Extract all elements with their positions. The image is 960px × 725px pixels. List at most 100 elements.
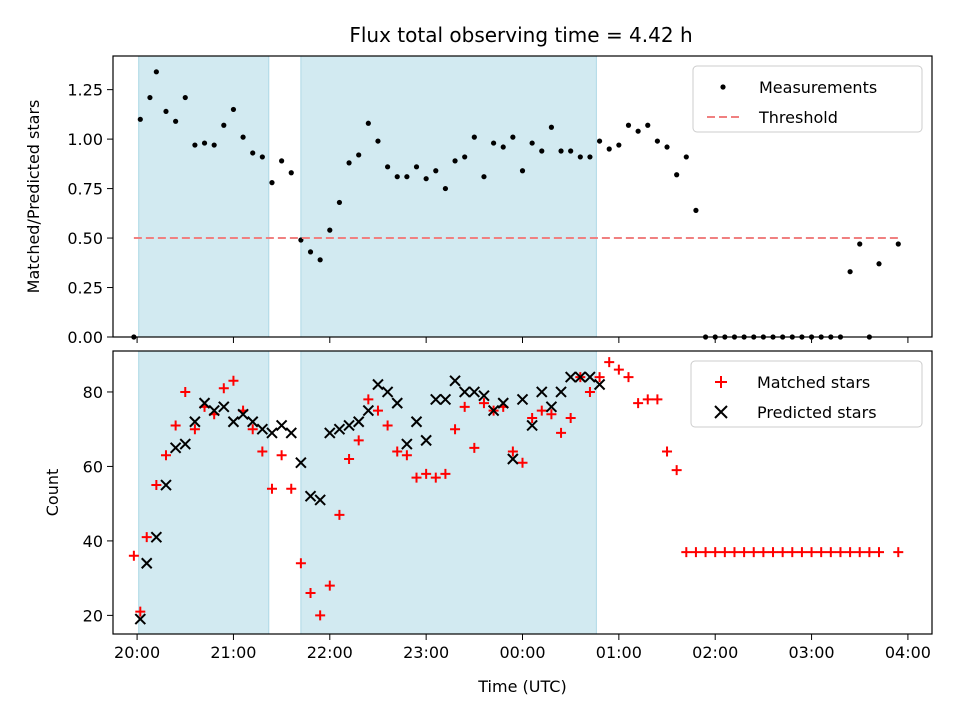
- predicted-point: [507, 453, 519, 465]
- predicted-point: [256, 423, 269, 435]
- matched-point: [893, 547, 904, 558]
- legend: Matched stars Predicted stars: [690, 360, 923, 428]
- measurement-point: [442, 185, 449, 192]
- x-tick-label: 02:00: [692, 643, 738, 662]
- x-tick-label: 01:00: [596, 643, 642, 662]
- legend-marker: [714, 405, 728, 419]
- measurement-point: [847, 269, 853, 275]
- legend-box: [692, 65, 923, 133]
- matched-point: [748, 547, 759, 558]
- matched-point: [758, 547, 769, 558]
- predicted-point: [160, 479, 172, 491]
- predicted-point: [439, 393, 452, 406]
- y-axis-label: Count: [43, 469, 62, 517]
- matched-point: [719, 547, 730, 558]
- predicted-point: [584, 371, 596, 383]
- measurement-point: [385, 164, 391, 170]
- matched-point: [469, 442, 480, 453]
- predicted-point: [208, 404, 220, 417]
- x-tick-label: 23:00: [403, 643, 449, 662]
- matched-point: [806, 547, 817, 558]
- predicted-point: [275, 419, 288, 432]
- predicted-point: [227, 416, 240, 428]
- measurement-point: [307, 249, 314, 255]
- y-tick-label: 0.50: [67, 229, 103, 248]
- predicted-point: [458, 386, 471, 398]
- measurement-point: [375, 138, 381, 144]
- matched-point: [517, 457, 528, 468]
- series-predicted-stars: [134, 371, 606, 625]
- measurement-point: [250, 150, 256, 156]
- y-tick-label: 1.00: [67, 130, 103, 149]
- matched-point: [459, 401, 470, 412]
- matched-point: [700, 547, 711, 558]
- matched-point: [401, 450, 412, 461]
- measurement-point: [577, 154, 583, 160]
- matched-point: [315, 610, 326, 621]
- predicted-point: [218, 401, 230, 413]
- y-tick-label: 1.25: [67, 81, 103, 100]
- predicted-point: [478, 389, 490, 402]
- measurement-point: [279, 158, 285, 164]
- chart-title: Flux total observing time = 4.42 h: [349, 23, 692, 47]
- measurement-point: [259, 154, 265, 160]
- predicted-point: [237, 408, 249, 421]
- matched-point: [170, 420, 181, 431]
- matched-point: [729, 547, 740, 558]
- matched-point: [546, 409, 557, 420]
- legend-marker: [720, 84, 726, 90]
- x-tick-label: 03:00: [789, 643, 835, 662]
- measurement-point: [433, 168, 439, 174]
- measurement-point: [153, 69, 159, 75]
- matched-point: [527, 413, 538, 424]
- matched-point: [266, 483, 277, 494]
- measurement-point: [462, 154, 468, 160]
- observing-interval-1: [138, 350, 270, 635]
- matched-point: [151, 480, 162, 491]
- legend: Measurements Threshold: [692, 65, 923, 133]
- matched-point: [854, 547, 865, 558]
- measurement-point: [895, 241, 901, 247]
- y-tick-label: 0.25: [67, 279, 103, 298]
- matched-point: [777, 547, 788, 558]
- measurement-point: [288, 170, 294, 176]
- observing-interval-1: [138, 55, 270, 338]
- measurement-point: [645, 122, 651, 128]
- observing-interval-2: [300, 350, 597, 635]
- matched-point: [392, 446, 403, 457]
- measurement-point: [539, 148, 545, 154]
- measurement-point: [664, 144, 670, 150]
- series-matched-stars: [128, 357, 904, 621]
- predicted-point: [333, 423, 346, 435]
- measurement-point: [510, 134, 516, 140]
- measurement-point: [616, 142, 622, 148]
- predicted-point: [169, 442, 182, 454]
- matched-point: [739, 547, 750, 558]
- y-tick-label: 0.75: [67, 180, 103, 199]
- predicted-point: [430, 393, 442, 406]
- predicted-point: [545, 401, 558, 413]
- measurement-point: [683, 154, 689, 160]
- measurement-point: [519, 168, 526, 174]
- matched-point: [507, 446, 518, 457]
- matched-point: [565, 413, 576, 424]
- matched-point: [295, 558, 306, 569]
- panel-2: 20 40 60 80 Count 20:00 21:00 22:00 23:00 00:00 01…: [43, 350, 933, 696]
- series-measurements: [131, 69, 901, 340]
- matched-point: [825, 547, 836, 558]
- predicted-point: [372, 378, 384, 391]
- measurement-point: [317, 257, 323, 263]
- measurement-point: [230, 106, 237, 113]
- predicted-point: [401, 438, 413, 450]
- measurement-point: [221, 122, 227, 128]
- predicted-point: [343, 419, 355, 432]
- matched-point: [796, 547, 807, 558]
- matched-point: [276, 450, 287, 461]
- matched-point: [604, 357, 615, 368]
- measurement-point: [693, 207, 699, 213]
- y-tick-label: 60: [83, 457, 103, 476]
- predicted-point: [420, 434, 432, 447]
- legend-label: Matched stars: [757, 373, 870, 392]
